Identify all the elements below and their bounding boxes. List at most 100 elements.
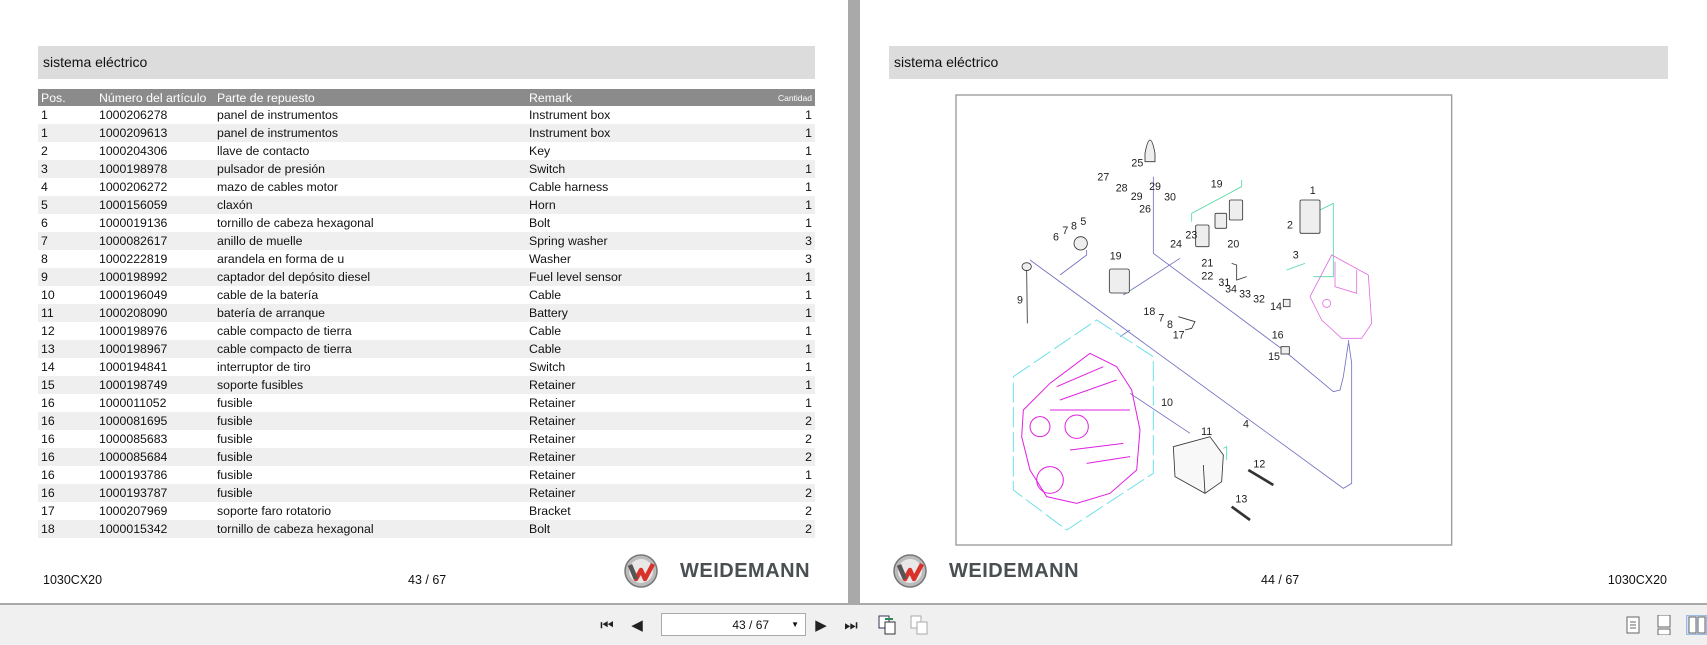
cell-remark: Instrument box (526, 124, 745, 142)
col-quantity: Cantidad (745, 89, 815, 106)
cell-quantity: 2 (805, 432, 812, 446)
cell-pos: 6 (41, 216, 48, 230)
cell-quantity: 1 (805, 108, 812, 122)
table-row: 16 1000081695 fusible Retainer 2 (38, 412, 815, 430)
callout-29: 29 (1131, 191, 1143, 203)
table-row: 2 1000204306 llave de contacto Key 1 (38, 142, 815, 160)
callout-11: 11 (1201, 426, 1212, 438)
cell-pos: 15 (38, 376, 96, 394)
cell-part-name: cable compacto de tierra (217, 324, 352, 338)
cell-quantity: 1 (805, 180, 812, 194)
cell-article-number: 1000209613 (96, 124, 214, 142)
callout-15: 15 (1268, 351, 1280, 363)
instrument-box-icon (1299, 199, 1321, 234)
cell-article-number: 1000193787 (96, 484, 214, 502)
cell-remark: Key (529, 144, 551, 158)
chevron-down-icon: ▼ (791, 620, 799, 629)
page-number: 43 / 67 (408, 573, 447, 587)
cell-pos: 7 (38, 232, 96, 250)
callout-7: 7 (1158, 312, 1164, 324)
right-page: sistema eléctrico 25 27 28 29 26 29 30 19 1 2 6 7 8 5… (860, 0, 1707, 603)
cell-quantity: 1 (745, 268, 815, 286)
first-page-button[interactable]: ⏮ (598, 615, 616, 635)
table-header: Pos. Número del artículo Parte de repues… (38, 89, 815, 106)
callout-6: 6 (1053, 232, 1059, 244)
previous-view-button[interactable] (876, 615, 898, 635)
callout-8: 8 (1167, 319, 1173, 331)
table-row: 14 1000194841 interruptor de tiro Switch 1 (38, 358, 815, 376)
cell-pos: 3 (38, 160, 96, 178)
cell-article-number: 1000198749 (96, 376, 214, 394)
page-selector[interactable]: 43 / 67 ▼ (661, 613, 806, 636)
previous-page-button[interactable]: ◀ (630, 615, 644, 635)
table-row: 1 1000206278 panel de instrumentos Instrume… (38, 106, 815, 124)
callout-4: 4 (1243, 419, 1249, 431)
table-row: 16 1000193787 fusible Retainer 2 (38, 484, 815, 502)
cell-quantity: 1 (805, 288, 812, 302)
callout-18: 18 (1143, 306, 1155, 318)
cell-pos: 8 (41, 252, 48, 266)
cell-remark: Fuel level sensor (526, 268, 745, 286)
weidemann-emblem-icon (624, 554, 658, 588)
cell-part-name: tornillo de cabeza hexagonal (214, 520, 526, 538)
callout-2: 2 (1287, 219, 1293, 231)
cell-article-number: 1000085683 (99, 432, 168, 446)
cell-remark: Cable (529, 324, 562, 338)
cell-remark: Switch (526, 160, 745, 178)
callout-9: 9 (1017, 294, 1023, 306)
cell-quantity: 1 (805, 216, 812, 230)
cell-quantity: 1 (745, 196, 815, 214)
table-row: 11 1000208090 batería de arranque Battery 1 (38, 304, 815, 322)
last-page-button[interactable]: ⏭ (842, 615, 860, 635)
two-page-icon (1688, 616, 1705, 634)
callout-24: 24 (1170, 238, 1182, 250)
two-page-view-button[interactable] (1686, 615, 1707, 635)
cell-quantity: 1 (805, 468, 812, 482)
cell-remark: Retainer (526, 376, 745, 394)
callout-3: 3 (1293, 249, 1299, 261)
next-view-button[interactable] (908, 615, 930, 635)
components (1021, 139, 1321, 522)
callout-17: 17 (1173, 329, 1185, 341)
cell-part-name: cable de la batería (217, 288, 319, 302)
cell-pos: 13 (38, 340, 96, 358)
cell-part-name: panel de instrumentos (214, 124, 526, 142)
beacon-icon (1144, 139, 1156, 163)
previous-view-icon (878, 615, 896, 635)
cell-pos: 4 (41, 180, 48, 194)
section-title: sistema eléctrico (889, 46, 1668, 79)
cell-article-number: 1000081695 (96, 412, 214, 430)
table-row: 10 1000196049 cable de la batería Cable 1 (38, 286, 815, 304)
cell-article-number: 1000019136 (99, 216, 168, 230)
callout-7: 7 (1062, 225, 1068, 237)
cell-part-name: tornillo de cabeza hexagonal (217, 216, 374, 230)
cell-remark: Retainer (529, 432, 576, 446)
table-row: 16 1000085684 fusible Retainer 2 (38, 448, 815, 466)
cell-part-name: soporte fusibles (214, 376, 526, 394)
continuous-view-button[interactable] (1655, 615, 1673, 635)
cell-part-name: fusible (214, 448, 526, 466)
cell-part-name: captador del depósito diesel (214, 268, 526, 286)
single-page-view-button[interactable] (1624, 615, 1642, 635)
cell-remark: Cable (526, 340, 745, 358)
callout-23: 23 (1185, 229, 1197, 241)
callout-16: 16 (1272, 329, 1284, 341)
next-page-button[interactable]: ▶ (814, 615, 828, 635)
cell-quantity: 2 (745, 448, 815, 466)
cell-article-number: 1000011052 (99, 396, 167, 410)
cell-remark: Retainer (526, 412, 745, 430)
cell-pos: 16 (41, 432, 55, 446)
col-pos: Pos. (38, 89, 96, 106)
cell-remark: Retainer (529, 396, 576, 410)
cell-remark: Bolt (529, 216, 551, 230)
cell-part-name: fusible (217, 432, 253, 446)
cell-pos: 16 (38, 412, 96, 430)
callout-32: 32 (1253, 294, 1265, 306)
cell-pos: 14 (41, 360, 55, 374)
cell-article-number: 1000085684 (96, 448, 214, 466)
brand-name: WEIDEMANN (680, 559, 811, 582)
cell-pos: 16 (38, 484, 96, 502)
callout-5: 5 (1080, 216, 1086, 228)
cell-quantity: 3 (745, 232, 815, 250)
single-page-icon (1626, 616, 1640, 634)
